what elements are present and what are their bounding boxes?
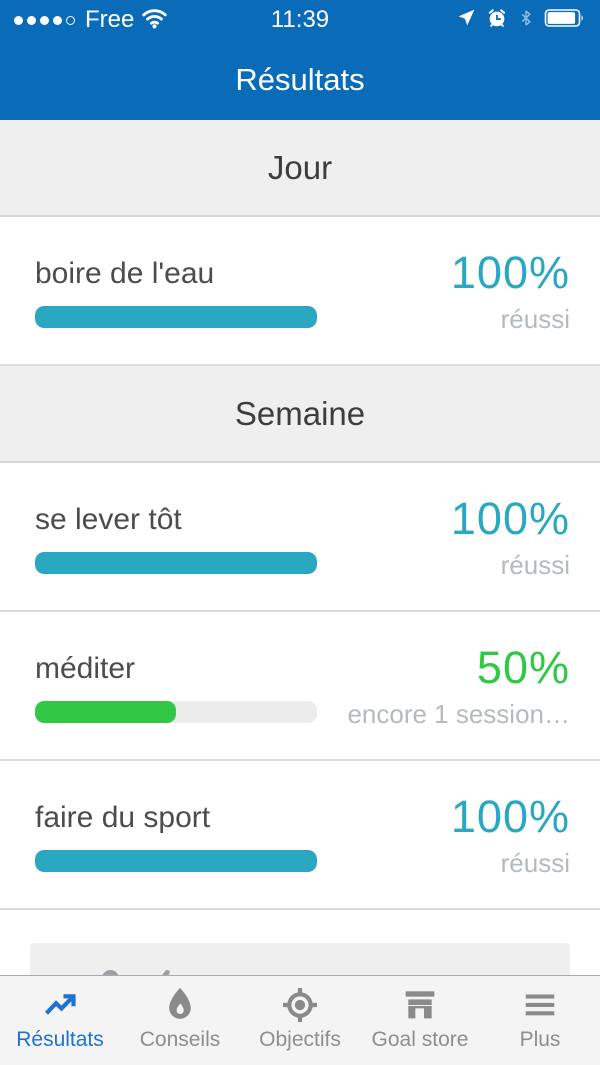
goal-status: réussi xyxy=(500,848,570,878)
status-right xyxy=(456,6,586,35)
header-area: Free 11:39 xyxy=(0,0,600,120)
tab-goal-store[interactable]: Goal store xyxy=(360,976,480,1065)
progress-bar xyxy=(35,850,317,872)
tab-label: Conseils xyxy=(139,1028,221,1051)
tab-label: Plus xyxy=(519,1028,561,1051)
progress-bar xyxy=(35,552,317,574)
wifi-icon xyxy=(141,7,168,34)
page-title: Résultats xyxy=(235,62,365,97)
nav-bar: Résultats xyxy=(0,40,600,120)
goal-row-boire-de-leau[interactable]: boire de l'eau 100% réussi xyxy=(0,217,600,366)
signal-strength-icon xyxy=(14,15,75,25)
menu-icon xyxy=(520,983,560,1027)
goal-percent: 100% xyxy=(450,247,570,298)
goal-percent: 100% xyxy=(450,493,570,544)
trending-up-icon xyxy=(39,983,81,1027)
section-label: Jour xyxy=(267,148,333,186)
progress-bar xyxy=(35,701,317,723)
goal-name: boire de l'eau xyxy=(35,257,215,290)
tab-resultats[interactable]: Résultats xyxy=(0,976,120,1065)
goal-status: encore 1 session… xyxy=(347,699,570,729)
section-header-semaine: Semaine xyxy=(0,366,600,463)
goal-row-mediter[interactable]: méditer 50% encore 1 session… xyxy=(0,612,600,761)
tab-objectifs[interactable]: Objectifs xyxy=(240,976,360,1065)
target-icon xyxy=(280,983,320,1027)
goal-status: réussi xyxy=(500,304,570,334)
status-left: Free xyxy=(14,6,168,34)
status-bar: Free 11:39 xyxy=(0,0,600,40)
goal-name: méditer xyxy=(35,652,136,685)
location-icon xyxy=(456,7,477,33)
store-icon xyxy=(400,983,440,1027)
goal-row-se-lever-tot[interactable]: se lever tôt 100% réussi xyxy=(0,463,600,612)
goal-percent: 100% xyxy=(450,791,570,842)
goal-name: faire du sport xyxy=(35,801,211,834)
next-card-partial xyxy=(30,943,570,977)
section-label: Semaine xyxy=(234,394,366,432)
progress-bar xyxy=(35,306,317,328)
goal-status: réussi xyxy=(500,550,570,580)
tab-label: Objectifs xyxy=(259,1028,341,1051)
flame-icon xyxy=(162,983,198,1027)
tab-label: Goal store xyxy=(371,1028,469,1051)
partial-icon xyxy=(102,970,119,977)
section-header-jour: Jour xyxy=(0,120,600,217)
tab-label: Résultats xyxy=(16,1028,104,1051)
tab-conseils[interactable]: Conseils xyxy=(120,976,240,1065)
goal-percent: 50% xyxy=(476,642,570,693)
goal-name: se lever tôt xyxy=(35,503,182,536)
alarm-icon xyxy=(486,7,508,34)
battery-icon xyxy=(544,6,586,35)
bluetooth-icon xyxy=(517,7,535,34)
tab-bar: Résultats Conseils Objectifs xyxy=(0,975,600,1065)
carrier-label: Free xyxy=(85,6,135,33)
goal-row-faire-du-sport[interactable]: faire du sport 100% réussi xyxy=(0,761,600,910)
tab-plus[interactable]: Plus xyxy=(480,976,600,1065)
